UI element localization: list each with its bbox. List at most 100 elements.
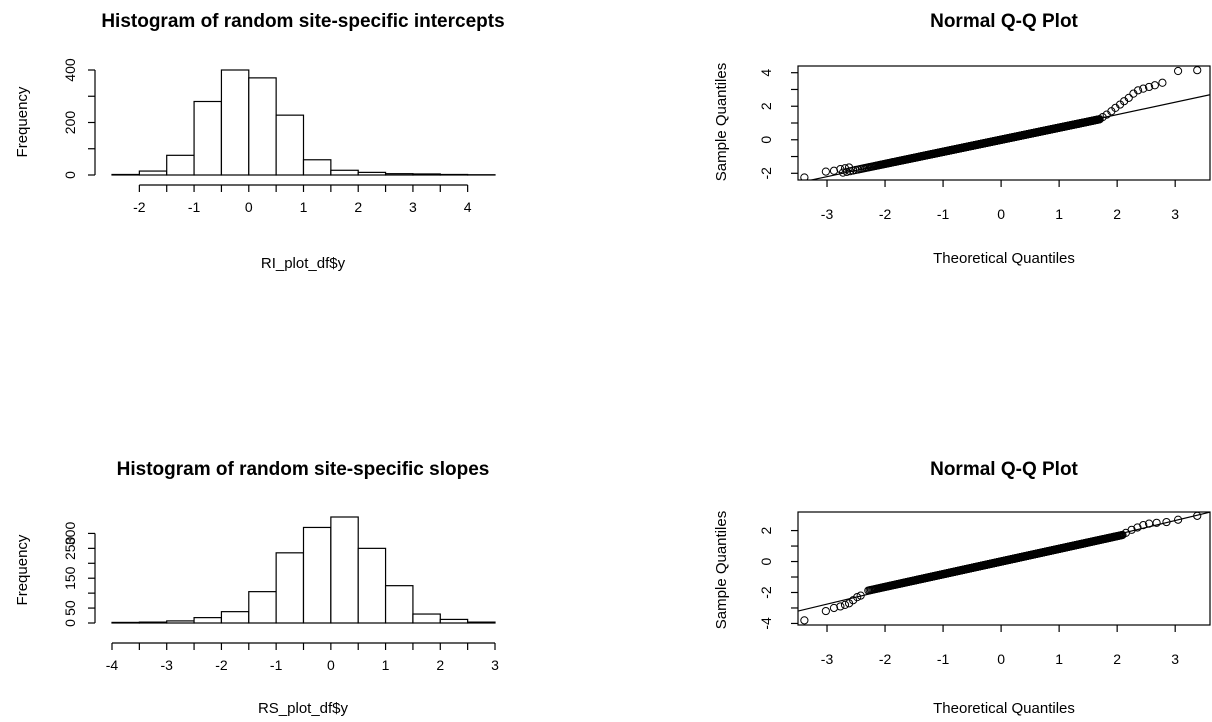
qq-point — [1124, 93, 1133, 102]
x-tick-label: 2 — [1113, 206, 1121, 222]
chart-title: Histogram of random site-specific slopes — [117, 459, 490, 480]
y-tick-label: 2 — [758, 526, 774, 534]
x-axis-label: RS_plot_df$y — [258, 700, 349, 717]
qq-point — [844, 163, 854, 172]
qq-point — [1173, 515, 1183, 524]
qq-point — [1133, 86, 1143, 95]
x-axis-label: RI_plot_df$y — [261, 255, 346, 272]
panel-slopes-qq: Normal Q-Q Plot Sample Quantiles Theoret… — [713, 459, 1211, 717]
y-tick-label: 200 — [62, 111, 78, 135]
qq-point — [1173, 66, 1183, 76]
qq-point — [840, 600, 850, 609]
histogram-bar — [357, 171, 387, 176]
qq-point — [856, 591, 865, 600]
qq-point — [1158, 78, 1167, 87]
qq-point — [821, 167, 830, 176]
histogram-bar — [248, 591, 277, 624]
qq-point — [1193, 66, 1202, 75]
x-axis-label: Theoretical Quantiles — [933, 700, 1075, 717]
x-tick-label: 3 — [491, 657, 499, 673]
qq-point — [836, 165, 845, 174]
y-tick-label: -4 — [758, 617, 774, 630]
x-tick-label: 2 — [436, 657, 444, 673]
chart-title: Histogram of random site-specific interc… — [101, 11, 504, 32]
histogram-bar — [330, 516, 359, 624]
plot-frame — [797, 511, 1211, 626]
plot-area: -3 -2 -1 0 1 2 3 -2 0 2 4 — [758, 65, 1211, 222]
histogram-bar — [220, 69, 250, 176]
qq-point — [800, 173, 809, 180]
x-tick-label: -3 — [821, 206, 834, 222]
histogram-bar — [275, 114, 305, 176]
y-tick-label: 250 — [62, 536, 78, 560]
x-tick-label: 0 — [327, 657, 335, 673]
y-tick-label: 400 — [62, 58, 78, 82]
x-tick-label: 3 — [1171, 206, 1179, 222]
histogram-bar — [357, 547, 387, 624]
histogram-bar — [467, 621, 496, 624]
qq-point — [800, 616, 809, 625]
plot-area: -2 -1 0 1 2 3 4 0 200 400 — [62, 58, 496, 215]
chart-title: Normal Q-Q Plot — [930, 459, 1078, 480]
qq-point — [1193, 512, 1202, 520]
histogram-bar — [248, 77, 277, 176]
x-tick-label: -2 — [215, 657, 228, 673]
histogram-bar — [439, 173, 469, 176]
qq-point — [1150, 81, 1159, 90]
qq-point — [1144, 82, 1154, 92]
y-tick-label: 0 — [62, 619, 78, 627]
qq-point — [836, 602, 845, 611]
x-tick-label: 2 — [1113, 651, 1121, 667]
histogram-bar — [412, 613, 441, 624]
plot-inner — [798, 512, 1210, 625]
y-tick-label: 0 — [758, 136, 774, 144]
x-tick-label: 1 — [382, 657, 390, 673]
x-tick-label: 1 — [1055, 206, 1063, 222]
histogram-bar — [220, 611, 250, 624]
histogram-bar — [138, 170, 168, 176]
panel-intercepts-histogram: Histogram of random site-specific interc… — [14, 11, 505, 272]
y-tick-label: -2 — [758, 167, 774, 180]
qq-point — [1139, 521, 1148, 530]
qq-point — [1152, 518, 1161, 527]
histogram-bar — [166, 620, 195, 624]
x-tick-label: 0 — [245, 199, 253, 215]
y-tick-label: 300 — [62, 522, 78, 546]
x-tick-label: 0 — [997, 651, 1005, 667]
histogram-bar — [193, 617, 223, 624]
qq-point — [829, 603, 839, 613]
y-tick-label: 0 — [758, 557, 774, 565]
x-tick-label: -4 — [106, 657, 119, 673]
plot-area: -3 -2 -1 0 1 2 3 -4 -2 0 2 — [758, 511, 1211, 667]
qq-point — [821, 606, 830, 616]
panel-slopes-histogram: Histogram of random site-specific slopes… — [14, 459, 499, 717]
x-tick-label: -1 — [937, 206, 950, 222]
x-tick-label: -1 — [937, 651, 950, 667]
qq-point — [1162, 517, 1171, 527]
histogram-bar — [111, 173, 140, 176]
qq-point — [1133, 523, 1142, 532]
y-tick-label: 2 — [758, 102, 774, 110]
histogram-bar — [384, 173, 414, 176]
y-tick-label: 0 — [62, 171, 78, 179]
x-axis-label: Theoretical Quantiles — [933, 250, 1075, 267]
x-tick-label: -2 — [879, 206, 892, 222]
qq-point — [1127, 525, 1136, 534]
x-tick-label: -1 — [188, 199, 201, 215]
x-tick-label: 4 — [464, 199, 472, 215]
y-tick-label: 4 — [758, 69, 774, 77]
y-tick-label: -2 — [758, 586, 774, 599]
plot-inner — [800, 66, 1210, 180]
x-tick-label: -3 — [160, 657, 173, 673]
x-tick-label: 0 — [997, 206, 1005, 222]
x-tick-label: 1 — [1055, 651, 1063, 667]
histogram-bar — [412, 173, 441, 176]
panel-intercepts-qq: Normal Q-Q Plot Sample Quantiles Theoret… — [713, 11, 1211, 267]
y-axis-label: Frequency — [14, 86, 31, 157]
x-tick-label: -3 — [821, 651, 834, 667]
x-tick-label: 1 — [300, 199, 308, 215]
chart-title: Normal Q-Q Plot — [930, 11, 1078, 32]
histogram-bar — [302, 526, 332, 624]
